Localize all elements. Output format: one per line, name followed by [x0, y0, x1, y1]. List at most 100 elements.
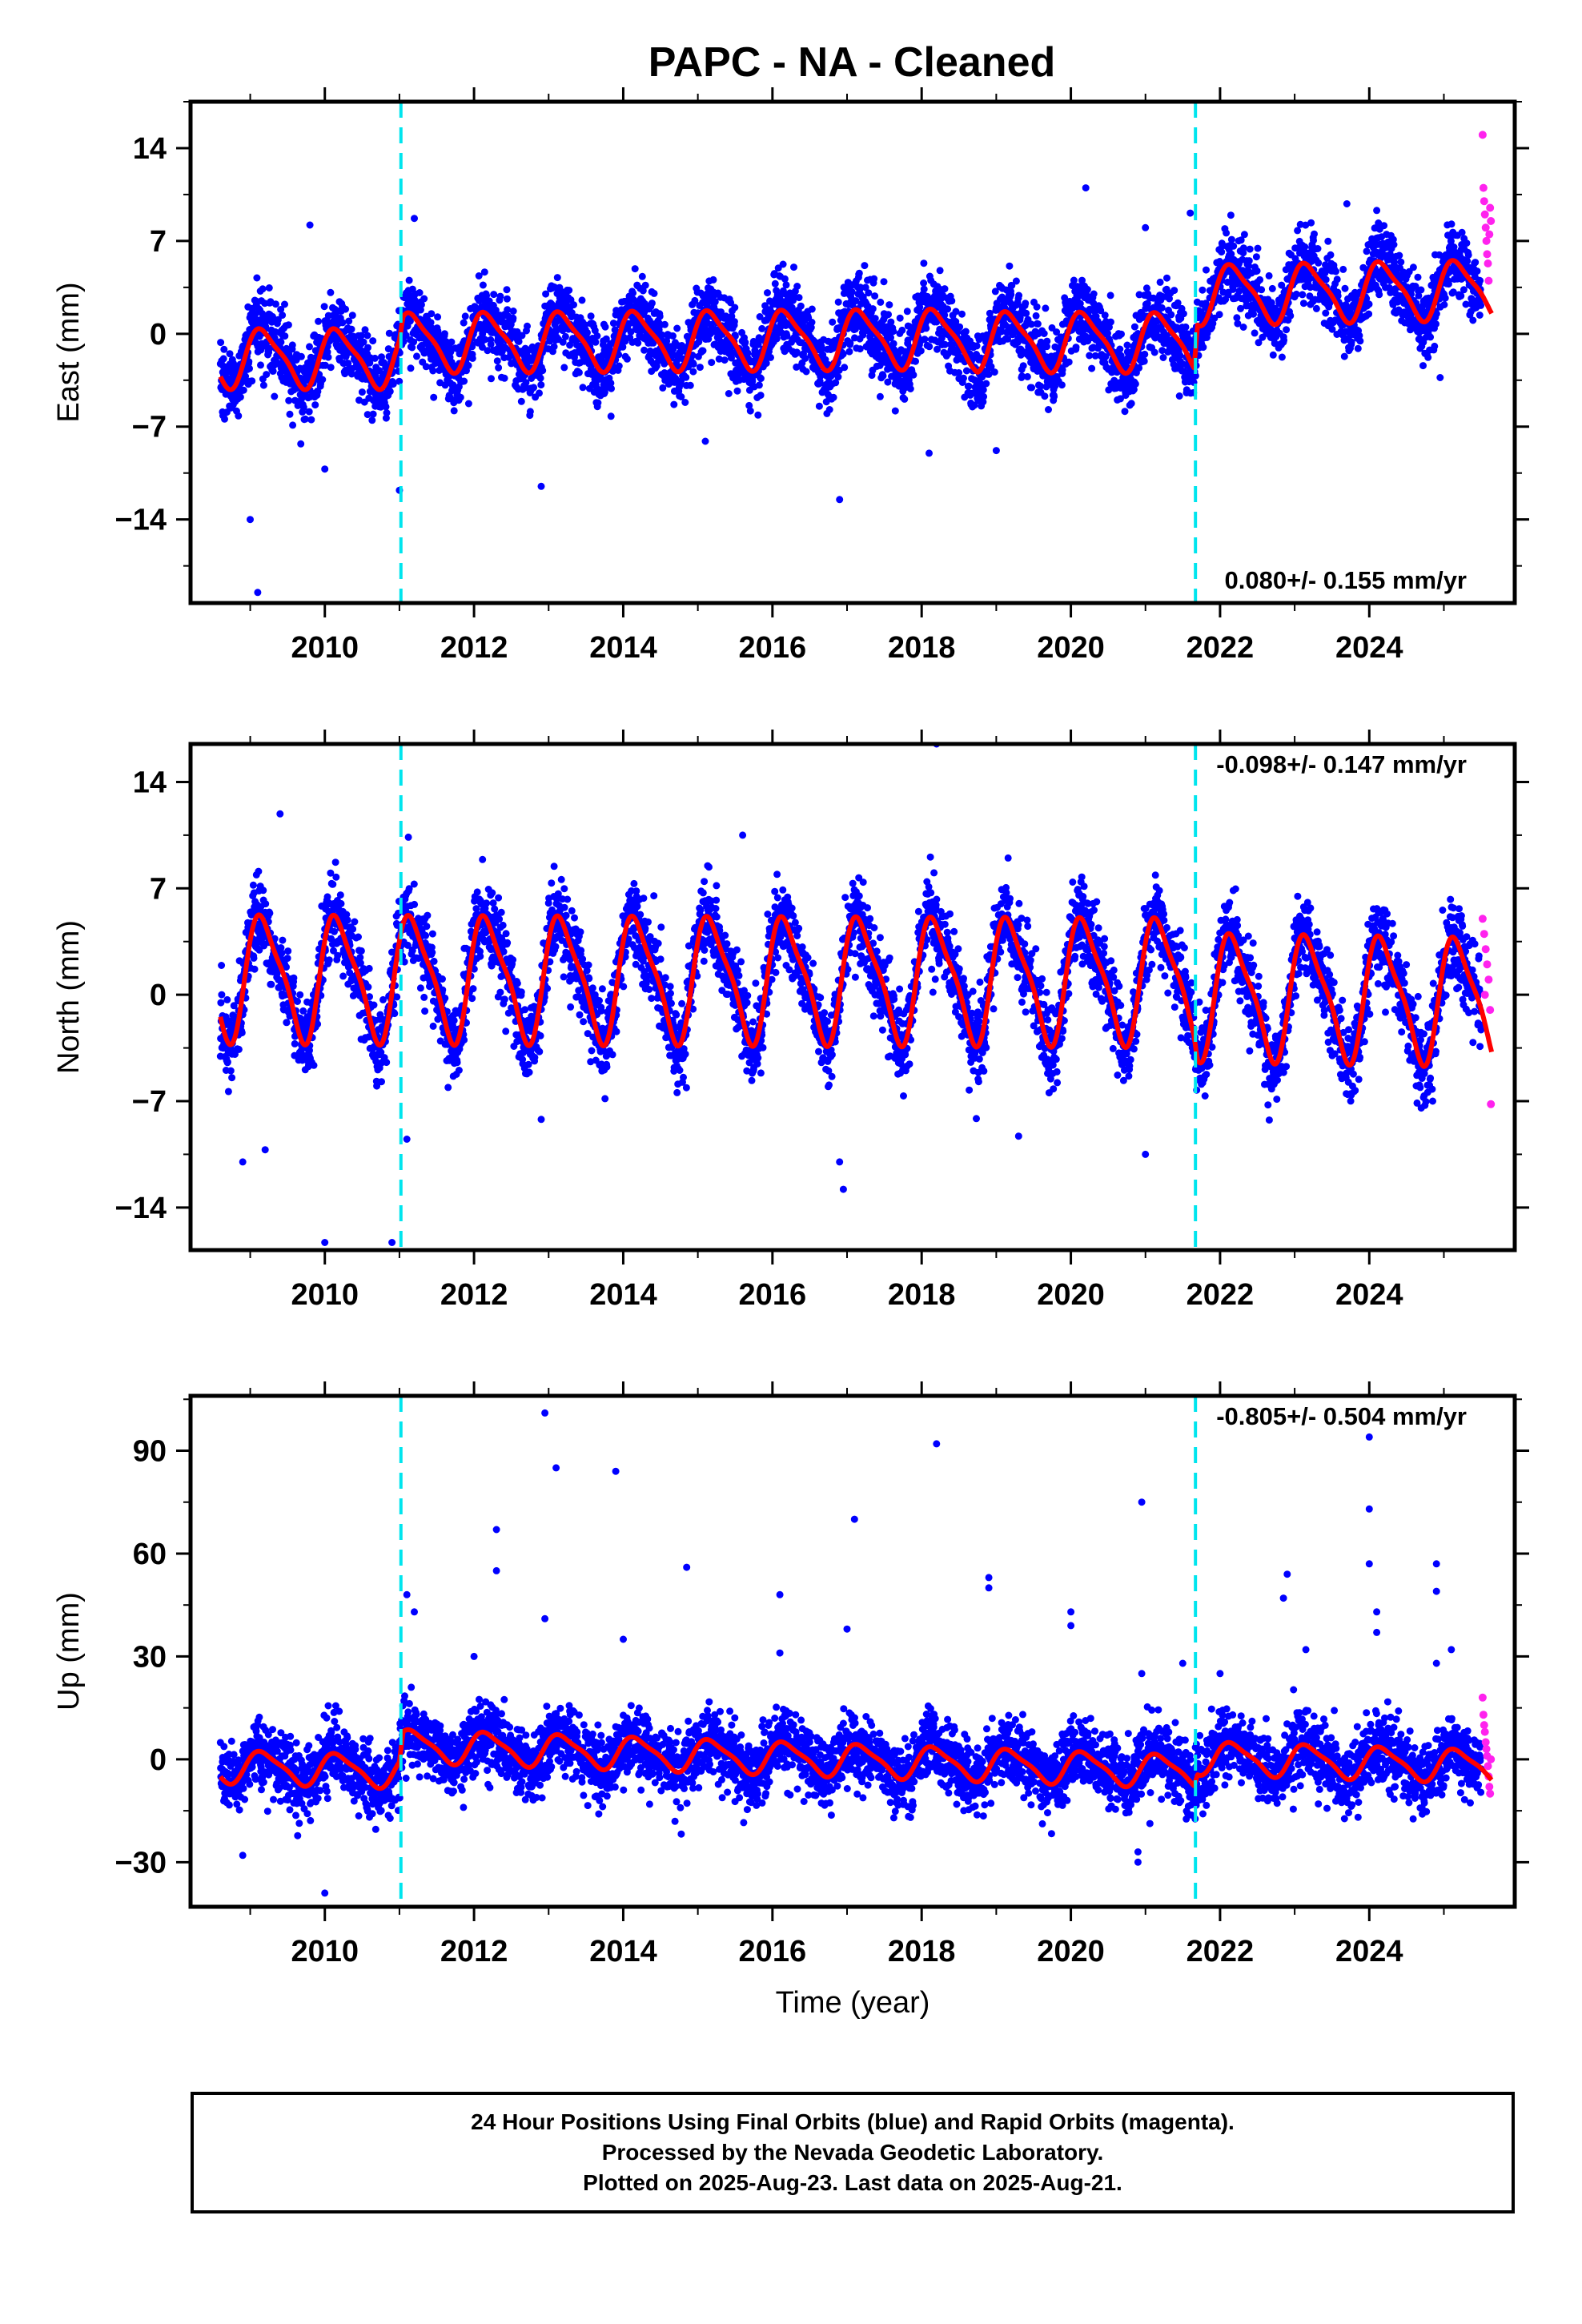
rapid-point: [1479, 1711, 1488, 1719]
rapid-point: [1480, 1721, 1488, 1730]
final-orbit-points-north: [216, 744, 1485, 1246]
rapid-point: [1479, 183, 1488, 192]
rapid-point: [1480, 991, 1489, 999]
rapid-point: [1487, 1755, 1496, 1763]
x-tick-label: 2010: [291, 631, 359, 665]
caption-box: 24 Hour Positions Using Final Orbits (bl…: [191, 2092, 1515, 2213]
panel-up: −30 0 30 60 90 2010 2012 2014 2016 2018 2020 2022 20…: [52, 1381, 1529, 2020]
rapid-orbit-points-north: [1478, 915, 1496, 1108]
panel-frame-east: [188, 99, 1517, 605]
caption-line-3: Plotted on 2025-Aug-23. Last data on 202…: [583, 2170, 1122, 2195]
x-tick-label: 2022: [1186, 1935, 1255, 1968]
velocity-label: 0.080+/- 0.155 mm/yr: [1225, 566, 1467, 594]
rapid-orbit-points-up: [1478, 1693, 1496, 1798]
x-tick-label: 2022: [1186, 1278, 1255, 1312]
rapid-point: [1480, 210, 1489, 219]
x-tick-label: 2020: [1037, 1935, 1105, 1968]
y-tick-label: −7: [132, 411, 167, 444]
rapid-point: [1481, 223, 1490, 232]
caption-line-1: 24 Hour Positions Using Final Orbits (bl…: [471, 2109, 1235, 2134]
plot-area-north: [216, 744, 1496, 1250]
rapid-point: [1485, 1783, 1494, 1791]
x-tick-label: 2012: [440, 1278, 508, 1312]
x-tick-label: 2018: [888, 1278, 956, 1312]
model-curve-north: [218, 912, 1495, 1069]
rapid-point: [1478, 1693, 1487, 1702]
panels-group: −14 −7 0 7 14 2010 2012 2014 2016 2018 2020 2022 202…: [52, 87, 1529, 2020]
y-axis-label: East (mm): [52, 282, 86, 422]
rapid-point: [1487, 1100, 1496, 1108]
x-tick-label: 2022: [1186, 631, 1255, 665]
rapid-point: [1485, 230, 1494, 239]
final-orbit-points-east: [216, 184, 1485, 597]
y-tick-label: 30: [133, 1640, 167, 1674]
rapid-point: [1483, 960, 1492, 969]
y-tick-label: 0: [150, 979, 167, 1012]
rapid-point: [1486, 1006, 1495, 1015]
rapid-point: [1484, 259, 1492, 267]
y-tick-label: 7: [150, 225, 167, 259]
y-tick-label: −14: [115, 1192, 167, 1225]
y-axis-label: North (mm): [52, 920, 86, 1074]
rapid-point: [1482, 1745, 1491, 1753]
panel-frame-north: [188, 742, 1517, 1252]
x-tick-label: 2024: [1335, 1935, 1403, 1968]
y-tick-label: −30: [115, 1846, 167, 1880]
x-tick-label: 2016: [739, 1935, 807, 1968]
final-orbit-points-up: [216, 1409, 1485, 1897]
x-tick-label: 2018: [888, 1935, 956, 1968]
x-tick-label: 2020: [1037, 631, 1105, 665]
y-tick-label: −7: [132, 1085, 167, 1119]
rapid-point: [1486, 1789, 1495, 1798]
x-tick-label: 2014: [589, 631, 657, 665]
plot-area-east: [216, 102, 1496, 603]
y-tick-label: 14: [133, 132, 167, 166]
y-tick-label: 7: [150, 872, 167, 906]
rapid-point: [1484, 1762, 1492, 1771]
rapid-point: [1487, 217, 1496, 225]
x-tick-label: 2012: [440, 631, 508, 665]
y-axis-label: Up (mm): [52, 1592, 86, 1711]
rapid-point: [1480, 930, 1488, 939]
x-tick-label: 2012: [440, 1935, 508, 1968]
y-tick-label: 0: [150, 1743, 167, 1777]
x-tick-label: 2024: [1335, 1278, 1403, 1312]
y-tick-label: 90: [133, 1435, 167, 1469]
velocity-label: -0.098+/- 0.147 mm/yr: [1216, 750, 1467, 778]
rapid-point: [1483, 250, 1492, 259]
x-tick-label: 2016: [739, 1278, 807, 1312]
rapid-point: [1480, 1727, 1489, 1736]
y-tick-label: 0: [150, 318, 167, 352]
rapid-point: [1481, 945, 1490, 954]
rapid-point: [1478, 131, 1487, 139]
panel-north: −14 −7 0 7 14 2010 2012 2014 2016 2018 2020 2022 202…: [52, 730, 1529, 1312]
x-tick-label: 2018: [888, 631, 956, 665]
model-curve-east: [218, 258, 1494, 392]
x-tick-label: 2010: [291, 1278, 359, 1312]
rapid-point: [1481, 1738, 1490, 1747]
rapid-point: [1480, 197, 1488, 206]
model-curve-up: [218, 1727, 1494, 1791]
rapid-point: [1482, 236, 1491, 245]
x-tick-label: 2014: [589, 1278, 657, 1312]
rapid-point: [1478, 915, 1487, 923]
panel-frame-up: [188, 1393, 1517, 1909]
x-tick-label: 2010: [291, 1935, 359, 1968]
velocity-label: -0.805+/- 0.504 mm/yr: [1216, 1402, 1467, 1430]
rapid-point: [1484, 975, 1493, 984]
rapid-orbit-points-east: [1478, 131, 1496, 285]
rapid-point: [1486, 203, 1495, 212]
plot-area-up: [216, 1396, 1496, 1907]
panel-east: −14 −7 0 7 14 2010 2012 2014 2016 2018 2020 2022 202…: [52, 87, 1529, 665]
y-tick-label: 14: [133, 766, 167, 799]
x-axis-label: Time (year): [776, 1986, 930, 2020]
y-tick-label: −14: [115, 504, 167, 537]
caption-line-2: Processed by the Nevada Geodetic Laborat…: [601, 2140, 1104, 2165]
x-tick-label: 2014: [589, 1935, 657, 1968]
chart-title: PAPC - NA - Cleaned: [648, 39, 1056, 86]
x-tick-label: 2024: [1335, 631, 1403, 665]
x-tick-label: 2016: [739, 631, 807, 665]
x-tick-label: 2020: [1037, 1278, 1105, 1312]
rapid-point: [1484, 276, 1493, 285]
y-tick-label: 60: [133, 1538, 167, 1571]
